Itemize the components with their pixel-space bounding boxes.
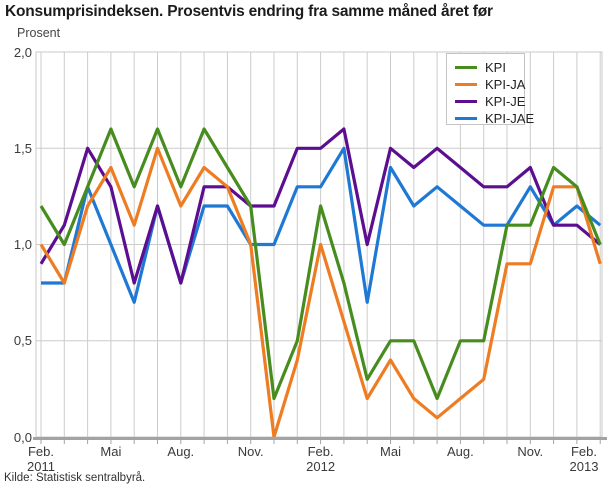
x-tick-label: Aug. bbox=[167, 444, 195, 459]
legend-item-kpi-je: KPI-JE bbox=[447, 93, 526, 110]
legend-item-kpi-ja: KPI-JA bbox=[447, 76, 526, 93]
legend-item-kpi: KPI bbox=[447, 59, 524, 76]
x-tick-label: Nov. bbox=[517, 444, 544, 459]
chart-title: Konsumprisindeksen. Prosentvis endring f… bbox=[5, 3, 493, 20]
y-tick-label: 1,0 bbox=[13, 237, 32, 252]
legend-label: KPI-JAE bbox=[485, 111, 535, 126]
legend-label: KPI bbox=[485, 60, 506, 75]
series-line-kpi-je bbox=[39, 127, 602, 285]
legend-label: KPI-JA bbox=[485, 77, 526, 92]
x-tick-label: Feb. 2013 bbox=[569, 444, 599, 474]
y-axis-unit-label: Prosent bbox=[17, 26, 61, 40]
chart-legend: KPI KPI-JA KPI-JE KPI-JAE bbox=[446, 53, 534, 127]
y-tick-label: 0,5 bbox=[13, 333, 32, 349]
x-tick-label: Aug. bbox=[447, 444, 474, 459]
x-tick-label: Feb. 2012 bbox=[306, 444, 336, 474]
legend-item-kpi-jae: KPI-JAE bbox=[447, 110, 534, 127]
source-note: Kilde: Statistisk sentralbyrå. bbox=[4, 472, 146, 484]
x-tick-label: Nov. bbox=[237, 444, 264, 459]
legend-label: KPI-JE bbox=[485, 94, 526, 109]
legend-line-swatch-icon bbox=[455, 99, 477, 104]
x-tick-label: Feb. 2011 bbox=[27, 444, 55, 474]
y-tick-label: 2,0 bbox=[13, 44, 32, 60]
x-tick-label: Mai bbox=[380, 444, 401, 459]
legend-line-swatch-icon bbox=[455, 116, 477, 121]
y-tick-label: 0,0 bbox=[13, 429, 32, 445]
legend-line-swatch-icon bbox=[455, 82, 477, 87]
legend-line-swatch-icon bbox=[455, 65, 477, 70]
x-tick-label: Mai bbox=[100, 444, 122, 459]
y-tick-label: 1,5 bbox=[13, 140, 32, 156]
series-line-kpi bbox=[39, 127, 602, 401]
series-line-kpi-ja bbox=[39, 146, 602, 439]
